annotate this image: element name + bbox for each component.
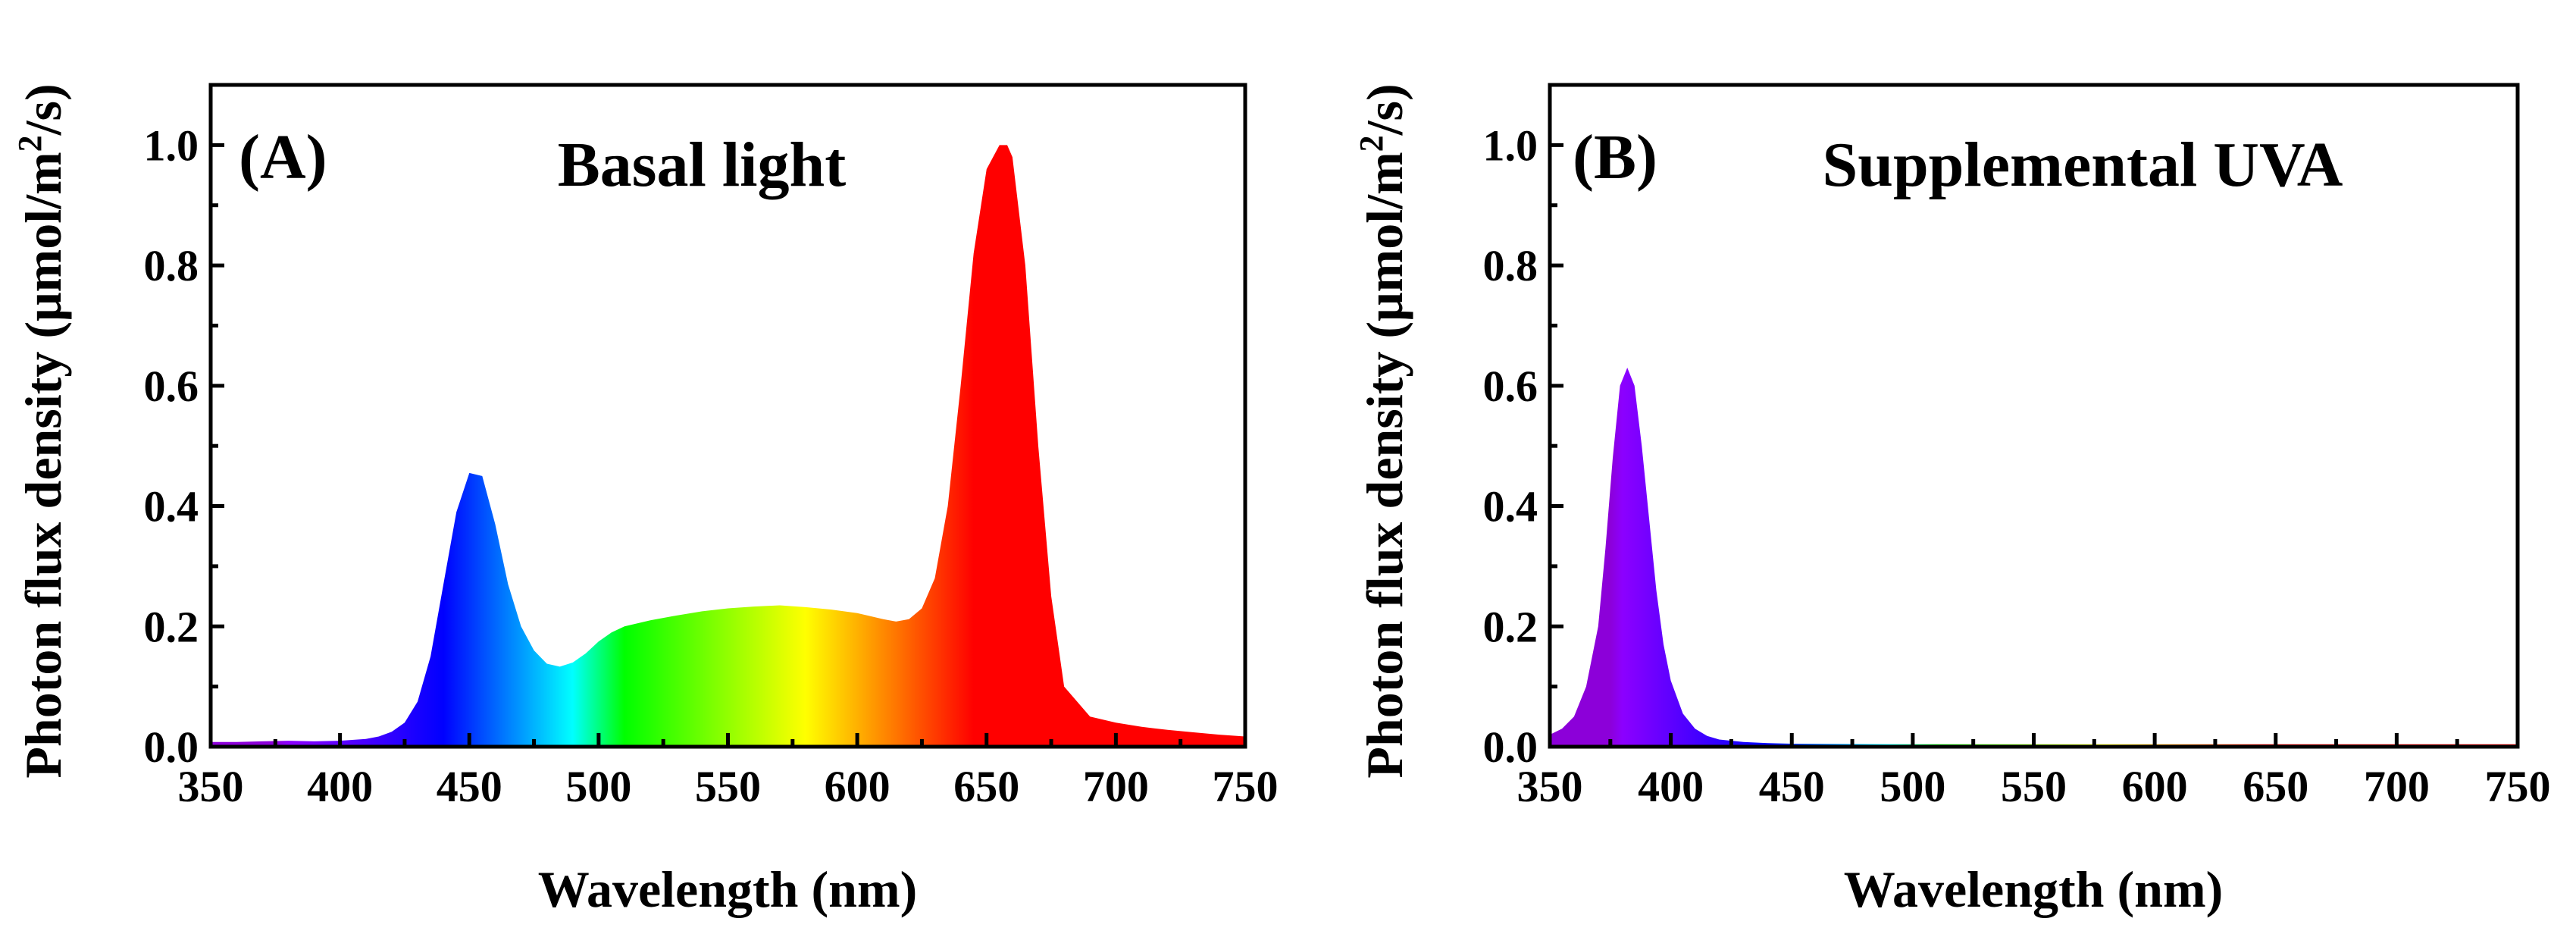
chart-title-b: Supplemental UVA <box>1823 130 2343 200</box>
x-tick-label-a: 750 <box>1213 762 1279 811</box>
y-tick-label-b: 0.0 <box>1483 722 1538 772</box>
x-tick-label-b: 650 <box>2243 762 2308 811</box>
spectrum-area-b <box>1550 368 2518 747</box>
x-tick-label-a: 500 <box>565 762 631 811</box>
y-tick-label-b: 0.4 <box>1483 482 1538 531</box>
x-tick-label-a: 400 <box>307 762 373 811</box>
x-tick-label-b: 450 <box>1759 762 1825 811</box>
y-tick-label-b: 0.2 <box>1483 602 1538 651</box>
spectrum-area-a <box>211 145 1245 747</box>
y-tick-label-a: 0.0 <box>144 722 199 772</box>
y-axis-title-b: Photon flux density (μmol/m2/s) <box>1353 83 1413 778</box>
chart-panel-b: 350 400 450 500 550 600 650 700 750 0.0 0.2 0.4 0.6 0… <box>1353 83 2551 918</box>
x-tick-label-b: 350 <box>1517 762 1583 811</box>
x-tick-label-a: 450 <box>437 762 502 811</box>
y-tick-label-a: 0.2 <box>144 602 199 651</box>
y-tick-label-b: 0.6 <box>1483 362 1538 411</box>
x-tick-label-a: 600 <box>825 762 890 811</box>
x-tick-label-b: 600 <box>2122 762 2188 811</box>
panel-label-a: (A) <box>239 122 327 193</box>
x-tick-label-a: 550 <box>695 762 761 811</box>
x-axis-title-b: Wavelength (nm) <box>1844 860 2224 918</box>
y-tick-label-b: 0.8 <box>1483 241 1538 290</box>
y-tick-label-a: 0.4 <box>144 482 199 531</box>
chart-panel-a: 350 400 450 500 550 600 650 700 750 0.0 0.2 0.4 0.6 0… <box>11 83 1279 918</box>
x-tick-label-b: 400 <box>1638 762 1704 811</box>
x-tick-label-b: 500 <box>1880 762 1945 811</box>
x-tick-label-a: 700 <box>1083 762 1149 811</box>
y-tick-label-a: 0.8 <box>144 241 199 290</box>
x-tick-label-b: 700 <box>2364 762 2430 811</box>
panel-label-b: (B) <box>1573 122 1657 193</box>
y-tick-label-a: 1.0 <box>144 121 199 170</box>
x-tick-label-a: 650 <box>953 762 1019 811</box>
y-tick-label-a: 0.6 <box>144 362 199 411</box>
y-axis-title-a: Photon flux density (μmol/m2/s) <box>11 83 72 778</box>
x-tick-label-b: 550 <box>2001 762 2067 811</box>
x-tick-label-a: 350 <box>178 762 244 811</box>
x-tick-label-b: 750 <box>2485 762 2551 811</box>
x-axis-title-a: Wavelength (nm) <box>538 860 918 918</box>
y-tick-label-b: 1.0 <box>1483 121 1538 170</box>
chart-title-a: Basal light <box>558 130 846 200</box>
